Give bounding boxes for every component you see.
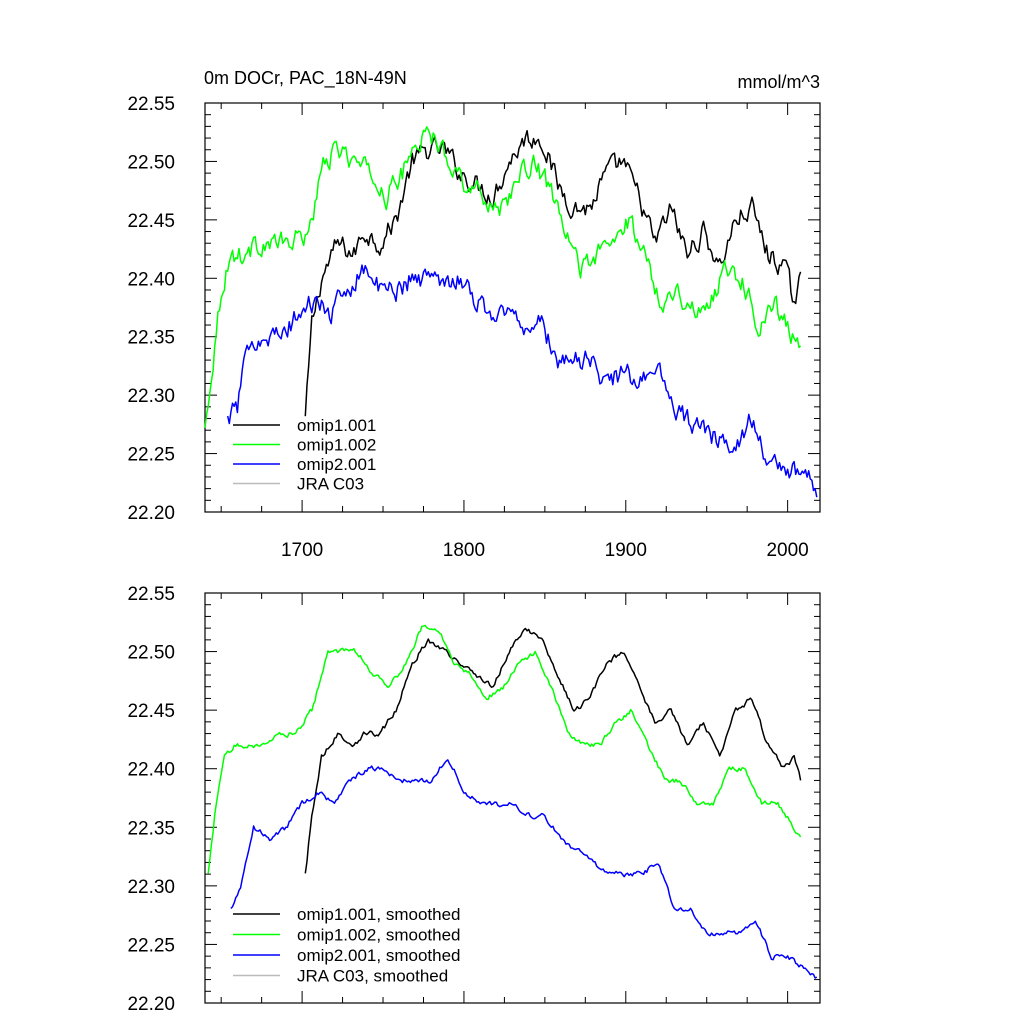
y-tick-label: 22.55	[127, 584, 175, 605]
y-tick-label: 22.25	[127, 445, 175, 466]
x-tick-label: 1900	[605, 540, 647, 561]
legend-label: omip2.001, smoothed	[297, 946, 461, 965]
y-tick-label: 22.50	[127, 152, 175, 173]
y-tick-label: 22.35	[127, 328, 175, 349]
series-line	[207, 624, 802, 874]
legend-label: omip1.002, smoothed	[297, 926, 461, 945]
y-tick-label: 22.35	[127, 818, 175, 839]
chart-title: 0m DOCr, PAC_18N-49N	[204, 68, 407, 89]
x-tick-label: 1700	[281, 540, 323, 561]
series-line	[304, 129, 802, 417]
legend-label: omip1.001, smoothed	[297, 905, 461, 924]
y-tick-label: 22.25	[127, 935, 175, 956]
y-tick-label: 22.30	[127, 386, 175, 407]
y-tick-label: 22.20	[127, 994, 175, 1015]
x-tick-label: 1800	[443, 540, 485, 561]
y-tick-label: 22.40	[127, 760, 175, 781]
series-line	[304, 627, 802, 874]
y-tick-label: 22.45	[127, 211, 175, 232]
series-line	[226, 264, 818, 498]
x-tick-label: 2000	[766, 540, 808, 561]
series-line	[204, 126, 802, 428]
units-label: mmol/m^3	[738, 72, 820, 92]
bottom-panel: 22.20 22.25 22.30 22.35 22.40 22.45 22.50 22.55…	[127, 584, 821, 1015]
legend-label: omip2.001	[297, 455, 376, 474]
plot-frame	[204, 592, 821, 1004]
legend-label: JRA C03, smoothed	[297, 967, 448, 986]
top-panel: 1700 1800 1900 2000 22.20 22.25 22.30 22.35 22.4…	[127, 94, 821, 561]
legend-label: omip1.002	[297, 436, 376, 455]
legend-label: JRA C03	[297, 475, 364, 494]
y-tick-label: 22.40	[127, 269, 175, 290]
plot-frame	[204, 102, 821, 513]
y-tick-label: 22.50	[127, 643, 175, 664]
y-tick-label: 22.55	[127, 94, 175, 115]
series-line	[230, 759, 818, 979]
y-tick-label: 22.20	[127, 503, 175, 524]
y-tick-label: 22.30	[127, 877, 175, 898]
y-tick-label: 22.45	[127, 701, 175, 722]
legend-label: omip1.001	[297, 416, 376, 435]
